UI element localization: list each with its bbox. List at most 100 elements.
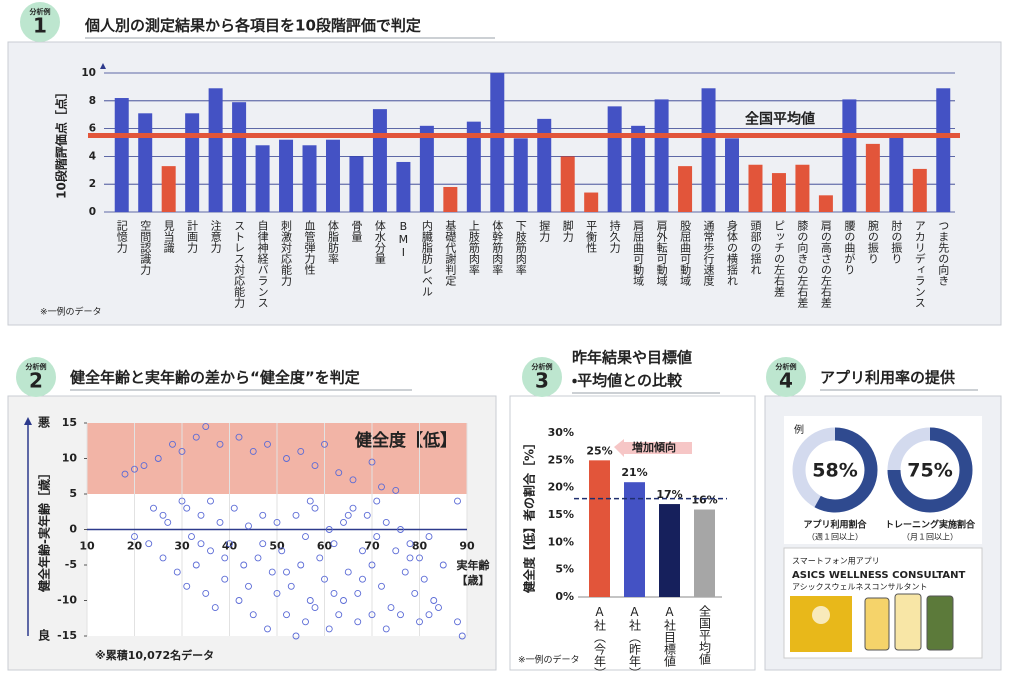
y-tick-label: -15: [57, 629, 77, 642]
x-tick-label: 全国平均値: [698, 605, 712, 665]
x-tick-label: 内臓脂肪レベル: [420, 219, 433, 297]
x-tick-label: 空間認識力: [139, 220, 152, 275]
bar: [659, 504, 680, 597]
panel-title: 個人別の測定結果から各項目を10段階評価で判定: [84, 17, 421, 35]
x-tick-label: 平衡性: [585, 220, 598, 254]
bar: [373, 109, 387, 212]
bar: [232, 102, 246, 212]
app-phones: [790, 594, 953, 652]
app-name-kana: アシックスウェルネスコンサルタント: [792, 583, 927, 592]
x-tick-label: 脚力: [561, 219, 574, 242]
value-label: 25%: [586, 444, 612, 457]
bar: [396, 162, 410, 212]
x-tick-label: 記憶力: [115, 220, 128, 253]
bar: [725, 138, 739, 212]
x-tick-label: 40: [222, 540, 238, 553]
bar: [631, 126, 645, 212]
example-label: 例: [794, 423, 804, 436]
bar: [889, 137, 903, 212]
value-label: 16%: [691, 494, 717, 507]
bar: [819, 195, 833, 212]
band-label: 健全度【低】: [354, 430, 457, 451]
x-tick-label: 血管弾力性: [303, 219, 316, 276]
bar: [209, 88, 223, 212]
x-tick-label: 肩屈曲可動域: [632, 220, 645, 286]
panel-title: アプリ利用率の提供: [820, 369, 955, 387]
bar: [443, 187, 457, 212]
x-tick-label: A社（今年）: [593, 605, 607, 673]
phone: [865, 598, 889, 650]
bar: [678, 166, 692, 212]
annotation: 増加傾向: [632, 440, 676, 454]
phone: [927, 596, 953, 650]
bar: [279, 140, 293, 212]
y-tick-label: -5: [65, 558, 77, 571]
bar: [866, 144, 880, 212]
y-tick-label: 15%: [548, 508, 574, 521]
x-tick-label: 握力: [538, 219, 551, 242]
x-tick-label: 骨量: [350, 220, 363, 242]
bar: [702, 88, 716, 212]
x-tick-label: 刺激対応能力: [280, 220, 293, 286]
bar: [256, 145, 270, 212]
x-tick-label: 通常歩行速度: [702, 220, 715, 287]
bar: [608, 106, 622, 212]
x-axis-label: 実年齢: [457, 558, 491, 572]
y-tick-label: 10: [62, 452, 78, 465]
badge-number: 1: [33, 14, 47, 38]
y-tick-label: 10: [81, 67, 96, 79]
bar: [772, 173, 786, 212]
donut-value: 58%: [812, 460, 857, 482]
badge-number: 3: [535, 369, 549, 393]
bar: [913, 169, 927, 212]
bar: [349, 156, 363, 212]
x-tick-label: 計画力: [186, 219, 199, 253]
bar: [694, 510, 715, 597]
bar: [514, 138, 528, 212]
bar: [561, 156, 575, 212]
x-tick-label: 70: [364, 540, 380, 553]
donut-title: アプリ利用割合: [803, 519, 867, 531]
x-tick-label: 腰の曲がり: [843, 220, 856, 275]
x-tick-label: 膝の向きの左右差: [796, 220, 809, 309]
x-tick-label: 肩の高さの左右差: [819, 220, 832, 309]
app-caption: スマートフォン用アプリ: [792, 557, 880, 566]
y-tick-label: 25%: [548, 453, 574, 466]
x-tick-label: 注意力: [209, 220, 222, 253]
x-tick-label: 身体の横揺れ: [726, 219, 739, 286]
reference-label: 全国平均値: [745, 111, 815, 128]
donut-title: トレーニング実施割合: [885, 519, 976, 531]
x-tick-label: 下肢筋肉率: [514, 220, 527, 276]
x-tick-label: 自律神経バランス: [256, 220, 269, 308]
y-tick-label: 5: [69, 487, 77, 500]
badge-number: 2: [29, 369, 43, 393]
bar: [420, 126, 434, 212]
x-tick-label: 10: [79, 540, 95, 553]
app-logo-mark: [812, 606, 830, 624]
value-label: 21%: [621, 466, 647, 479]
panel-title: 昨年結果や目標値: [572, 349, 692, 367]
bar: [162, 166, 176, 212]
x-tick-label: 頭部の揺れ: [749, 220, 762, 275]
y-tick-label: 15: [62, 416, 77, 429]
y-axis-label: 健全年齢-実年齢［歳］: [37, 467, 52, 593]
x-axis-label: 【歳】: [457, 573, 490, 587]
note: ※累積10,072名データ: [95, 648, 214, 662]
y-axis-label: 10段階評価点［点］: [54, 86, 69, 199]
y-top-label: 悪: [38, 416, 50, 430]
badge-number: 4: [779, 369, 793, 393]
bar: [795, 165, 809, 212]
x-tick-label: A社目標値: [663, 605, 677, 667]
y-tick-label: -10: [57, 594, 77, 607]
note: ※一例のデータ: [40, 306, 102, 318]
y-bottom-label: 良: [38, 628, 51, 643]
y-tick-label: 10%: [548, 535, 574, 548]
x-tick-label: 体水分量: [373, 219, 386, 264]
x-tick-label: 30: [174, 540, 190, 553]
y-tick-label: 30%: [548, 426, 574, 439]
x-tick-label: 60: [317, 540, 333, 553]
y-tick-label: 0: [89, 206, 96, 218]
bar: [589, 460, 610, 597]
y-tick-label: 0%: [555, 590, 574, 603]
donut-subtitle: （月１回以上）: [902, 533, 958, 542]
